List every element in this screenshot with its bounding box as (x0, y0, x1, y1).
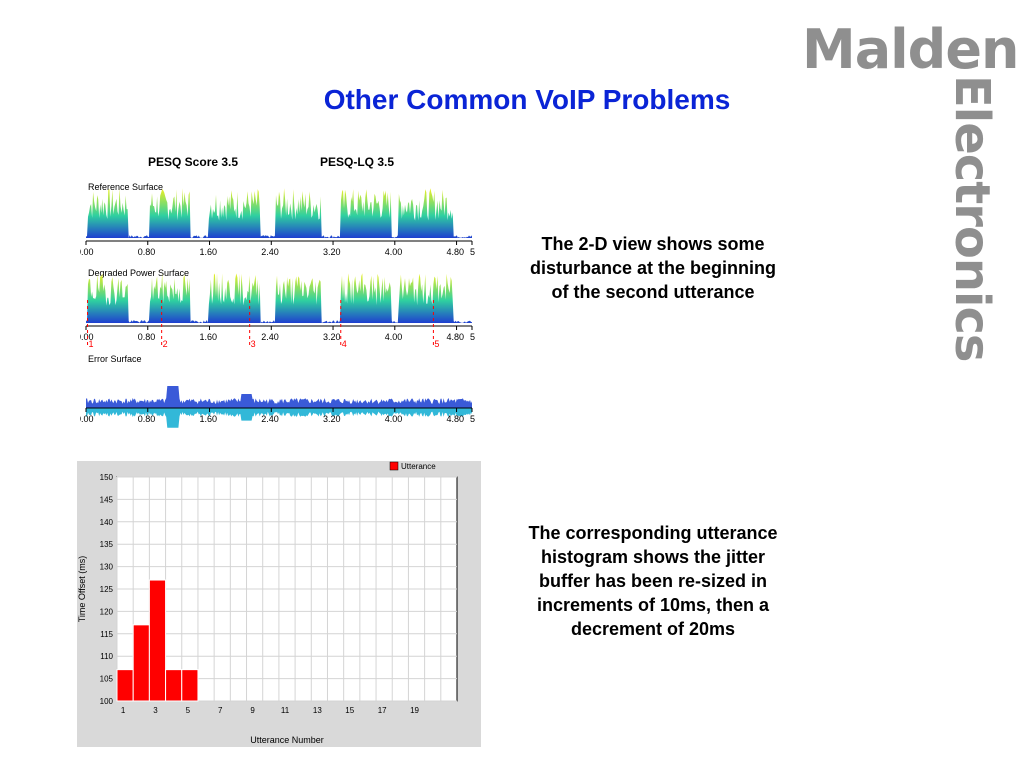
y-tick-label: 100 (100, 697, 114, 706)
pesq-score-label: PESQ Score 3.5 (148, 155, 238, 169)
time-tick-label: 5 (470, 247, 475, 257)
time-tick-label: 5 (470, 414, 475, 424)
time-tick-label: 4.00 (385, 332, 403, 342)
x-tick-label: 11 (281, 706, 290, 715)
histogram-bar (116, 669, 134, 702)
reference-surface-plot (86, 188, 472, 238)
utterance-marker-label: 1 (89, 339, 94, 349)
x-tick-label: 1 (121, 706, 126, 715)
histogram-bar (181, 669, 199, 702)
time-tick-label: 0.00 (80, 414, 94, 424)
pesq-lq-label: PESQ-LQ 3.5 (320, 155, 394, 169)
time-tick-label: 0.80 (138, 332, 156, 342)
logo-word-electronics: Electronics (944, 75, 1000, 362)
time-tick-label: 2.40 (261, 247, 279, 257)
x-tick-label: 3 (153, 706, 158, 715)
error-surface-positive (86, 386, 472, 408)
x-tick-label: 13 (313, 706, 322, 715)
degraded-surface-label: Degraded Power Surface (88, 268, 189, 278)
company-logo: Malden Electronics (794, 0, 1024, 400)
slide-title: Other Common VoIP Problems (323, 84, 731, 115)
histogram-bar (132, 624, 150, 702)
time-tick-label: 2.40 (261, 414, 279, 424)
y-axis-label: Time Offset (ms) (77, 556, 87, 623)
time-tick-label: 0.00 (80, 332, 94, 342)
time-tick-label: 4.00 (385, 247, 403, 257)
time-tick-label: 3.20 (323, 332, 341, 342)
degraded-surface-plot (86, 273, 472, 323)
utterance-marker-label: 2 (163, 339, 168, 349)
histogram-bar (165, 669, 183, 702)
legend-swatch (389, 461, 399, 471)
time-tick-label: 0.80 (138, 247, 156, 257)
y-tick-label: 135 (100, 540, 114, 549)
logo-word-malden: Malden (802, 18, 1019, 81)
caption-2d-view: The 2-D view shows some disturbance at t… (529, 234, 776, 302)
y-tick-label: 105 (100, 675, 114, 684)
legend-label: Utterance (401, 462, 436, 471)
y-tick-label: 110 (100, 652, 113, 661)
time-tick-label: 3.20 (323, 414, 341, 424)
y-tick-label: 130 (100, 563, 114, 572)
y-tick-label: 120 (100, 607, 114, 616)
y-tick-label: 140 (100, 518, 114, 527)
time-tick-label: 4.80 (447, 414, 465, 424)
pesq-panel: PESQ Score 3.5 PESQ-LQ 3.5 Reference Surfa… (76, 150, 480, 440)
caption-histogram: The corresponding utterance histogram sh… (528, 523, 778, 639)
x-tick-label: 17 (378, 706, 387, 715)
utterance-marker-label: 5 (434, 339, 439, 349)
x-tick-label: 9 (250, 706, 255, 715)
utterance-histogram-panel: 100 105 110 115 120 125 130 135 140 145 150 1 3 5 7 9 11… (77, 461, 481, 747)
time-tick-label: 4.80 (447, 247, 465, 257)
y-tick-label: 115 (100, 630, 113, 639)
pesq-surfaces: PESQ Score 3.5 PESQ-LQ 3.5 Reference Surfa… (76, 155, 475, 428)
histogram-bar (148, 579, 167, 702)
x-axis-label: Utterance Number (250, 735, 324, 745)
reference-surface-label: Reference Surface (88, 182, 163, 192)
x-tick-label: 15 (345, 706, 354, 715)
time-tick-label: 2.40 (261, 332, 279, 342)
y-tick-label: 145 (100, 495, 114, 504)
y-tick-label: 150 (100, 473, 114, 482)
time-tick-label: 1.60 (200, 414, 218, 424)
time-tick-label: 0.80 (138, 414, 156, 424)
time-tick-label: 1.60 (200, 332, 218, 342)
y-tick-label: 125 (100, 585, 114, 594)
utterance-marker-label: 4 (342, 339, 347, 349)
x-tick-label: 7 (218, 706, 223, 715)
error-surface-label: Error Surface (88, 354, 142, 364)
x-tick-label: 19 (410, 706, 419, 715)
time-tick-label: 4.00 (385, 414, 403, 424)
time-tick-label: 5 (470, 332, 475, 342)
error-surface-negative (86, 408, 472, 428)
time-tick-label: 0.00 (80, 247, 94, 257)
time-tick-label: 3.20 (323, 247, 341, 257)
utterance-marker-label: 3 (251, 339, 256, 349)
time-tick-label: 1.60 (200, 247, 218, 257)
x-tick-label: 5 (186, 706, 191, 715)
time-tick-label: 4.80 (447, 332, 465, 342)
